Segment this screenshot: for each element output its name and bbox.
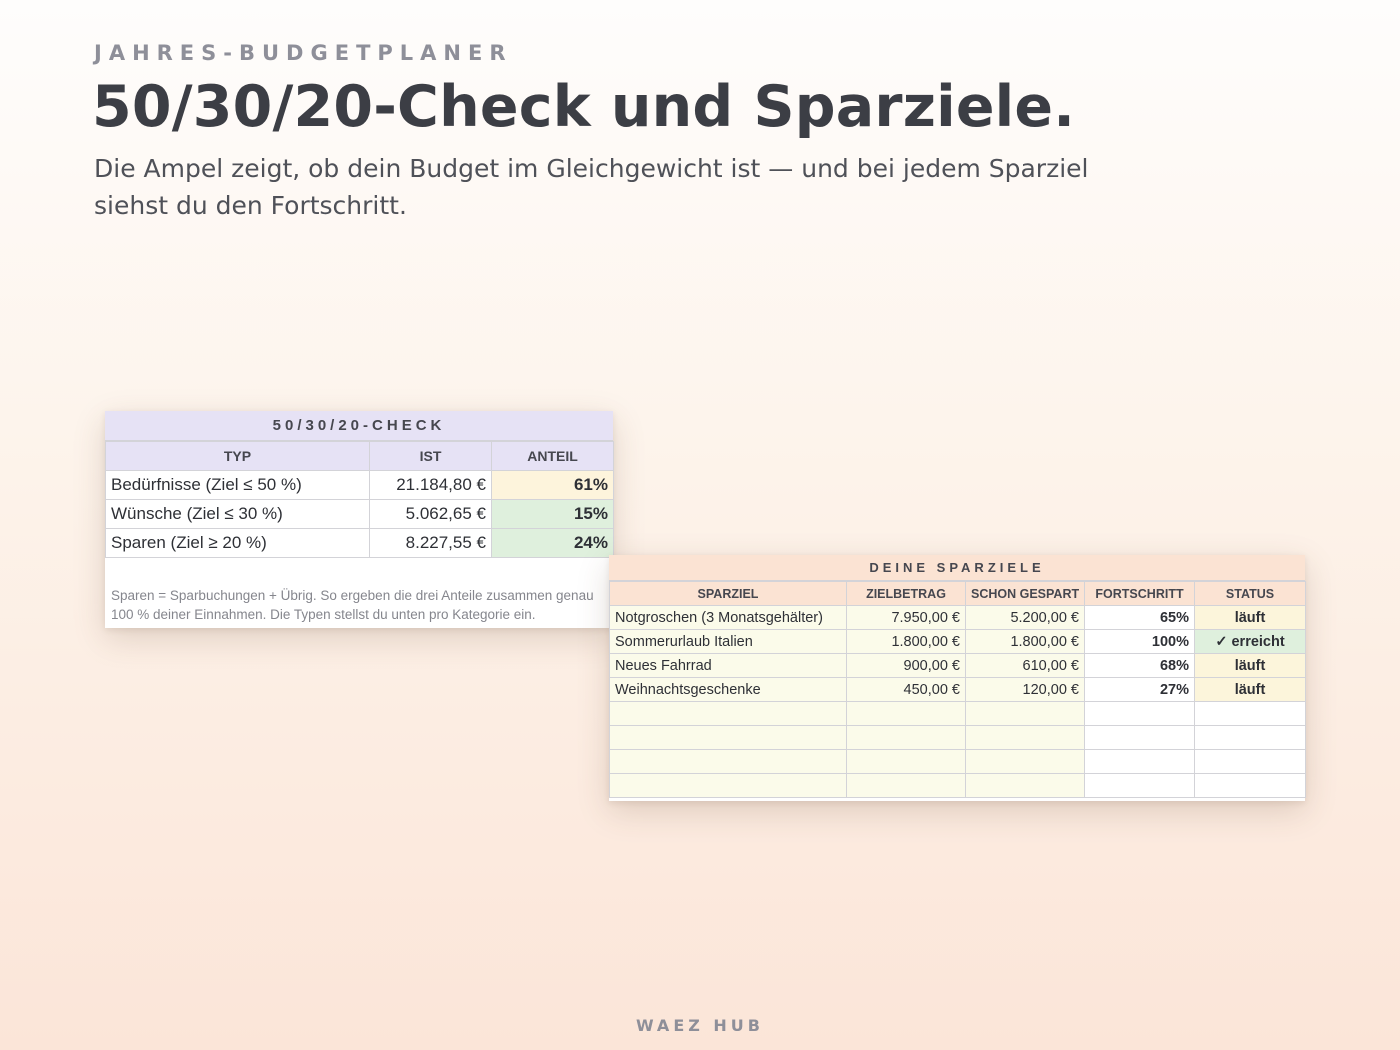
- goal-name-cell[interactable]: [609, 701, 847, 726]
- goal-target-cell[interactable]: 7.950,00 €: [846, 605, 966, 630]
- goals-header-row: SPARZIEL ZIELBETRAG SCHON GESPART FORTSC…: [609, 581, 1306, 606]
- page-title: 50/30/20-Check und Sparziele.: [92, 74, 1076, 140]
- goals-row: Neues Fahrrad 900,00 € 610,00 € 68% läuf…: [609, 653, 1306, 678]
- check-row: Bedürfnisse (Ziel ≤ 50 %) 21.184,80 € 61…: [105, 470, 614, 500]
- check-row: Sparen (Ziel ≥ 20 %) 8.227,55 € 24%: [105, 528, 614, 558]
- goal-progress-cell[interactable]: 65%: [1084, 605, 1195, 630]
- goal-status-badge[interactable]: läuft: [1194, 605, 1306, 630]
- goal-status-cell[interactable]: [1194, 773, 1306, 798]
- goals-empty-row: [609, 701, 1306, 726]
- check-cell-anteil[interactable]: 15%: [491, 499, 614, 529]
- goal-saved-cell[interactable]: 5.200,00 €: [965, 605, 1085, 630]
- goal-saved-cell[interactable]: [965, 749, 1085, 774]
- check-note-line: 100 % deiner Einnahmen. Die Typen stells…: [111, 607, 536, 622]
- check-note-line: Sparen = Sparbuchungen + Übrig. So ergeb…: [111, 588, 594, 603]
- check-row: Wünsche (Ziel ≤ 30 %) 5.062,65 € 15%: [105, 499, 614, 529]
- goals-empty-row: [609, 773, 1306, 798]
- goals-row: Notgroschen (3 Monatsgehälter) 7.950,00 …: [609, 605, 1306, 630]
- goals-col-name: SPARZIEL: [609, 581, 847, 606]
- goal-target-cell[interactable]: 900,00 €: [846, 653, 966, 678]
- check-sheet: 50/30/20-CHECK TYP IST ANTEIL Bedürfniss…: [105, 411, 614, 628]
- goal-target-cell[interactable]: [846, 773, 966, 798]
- check-cell-typ[interactable]: Bedürfnisse (Ziel ≤ 50 %): [105, 470, 370, 500]
- goal-saved-cell[interactable]: [965, 773, 1085, 798]
- goal-status-badge[interactable]: ✓ erreicht: [1194, 629, 1306, 654]
- goal-progress-cell[interactable]: [1084, 725, 1195, 750]
- check-table: TYP IST ANTEIL Bedürfnisse (Ziel ≤ 50 %)…: [105, 441, 614, 558]
- goals-sheet: DEINE SPARZIELE SPARZIEL ZIELBETRAG SCHO…: [609, 555, 1306, 801]
- check-cell-anteil[interactable]: 24%: [491, 528, 614, 558]
- eyebrow: JAHRES-BUDGETPLANER: [94, 41, 513, 65]
- check-col-anteil: ANTEIL: [491, 441, 614, 471]
- goal-name-cell[interactable]: Neues Fahrrad: [609, 653, 847, 678]
- goal-saved-cell[interactable]: 610,00 €: [965, 653, 1085, 678]
- goal-name-cell[interactable]: [609, 749, 847, 774]
- goals-col-target: ZIELBETRAG: [846, 581, 966, 606]
- goal-name-cell[interactable]: Sommerurlaub Italien: [609, 629, 847, 654]
- goals-col-status: STATUS: [1194, 581, 1306, 606]
- goals-empty-row: [609, 749, 1306, 774]
- check-note: Sparen = Sparbuchungen + Übrig. So ergeb…: [105, 586, 613, 624]
- check-cell-anteil[interactable]: 61%: [491, 470, 614, 500]
- goal-progress-cell[interactable]: [1084, 749, 1195, 774]
- goals-empty-row: [609, 725, 1306, 750]
- goal-target-cell[interactable]: [846, 725, 966, 750]
- goals-row: Weihnachtsgeschenke 450,00 € 120,00 € 27…: [609, 677, 1306, 702]
- goal-progress-cell[interactable]: 100%: [1084, 629, 1195, 654]
- goals-col-saved: SCHON GESPART: [965, 581, 1085, 606]
- check-col-typ: TYP: [105, 441, 370, 471]
- goals-table: SPARZIEL ZIELBETRAG SCHON GESPART FORTSC…: [609, 581, 1306, 798]
- goal-status-cell[interactable]: [1194, 701, 1306, 726]
- check-cell-ist[interactable]: 21.184,80 €: [369, 470, 492, 500]
- goals-col-progress: FORTSCHRITT: [1084, 581, 1195, 606]
- goal-status-badge[interactable]: läuft: [1194, 653, 1306, 678]
- check-cell-ist[interactable]: 5.062,65 €: [369, 499, 492, 529]
- check-title: 50/30/20-CHECK: [105, 411, 613, 441]
- check-col-ist: IST: [369, 441, 492, 471]
- goal-progress-cell[interactable]: [1084, 773, 1195, 798]
- goal-status-cell[interactable]: [1194, 725, 1306, 750]
- check-cell-typ[interactable]: Wünsche (Ziel ≤ 30 %): [105, 499, 370, 529]
- goal-progress-cell[interactable]: 68%: [1084, 653, 1195, 678]
- goal-saved-cell[interactable]: 1.800,00 €: [965, 629, 1085, 654]
- goal-target-cell[interactable]: 450,00 €: [846, 677, 966, 702]
- goal-name-cell[interactable]: [609, 725, 847, 750]
- goal-status-cell[interactable]: [1194, 749, 1306, 774]
- goals-row: Sommerurlaub Italien 1.800,00 € 1.800,00…: [609, 629, 1306, 654]
- goal-target-cell[interactable]: [846, 701, 966, 726]
- goal-target-cell[interactable]: 1.800,00 €: [846, 629, 966, 654]
- check-cell-typ[interactable]: Sparen (Ziel ≥ 20 %): [105, 528, 370, 558]
- goal-saved-cell[interactable]: [965, 701, 1085, 726]
- check-cell-ist[interactable]: 8.227,55 €: [369, 528, 492, 558]
- goal-saved-cell[interactable]: [965, 725, 1085, 750]
- goal-name-cell[interactable]: Notgroschen (3 Monatsgehälter): [609, 605, 847, 630]
- goals-title: DEINE SPARZIELE: [609, 555, 1305, 581]
- check-header-row: TYP IST ANTEIL: [105, 441, 614, 471]
- goal-progress-cell[interactable]: 27%: [1084, 677, 1195, 702]
- goal-name-cell[interactable]: [609, 773, 847, 798]
- goal-progress-cell[interactable]: [1084, 701, 1195, 726]
- goal-saved-cell[interactable]: 120,00 €: [965, 677, 1085, 702]
- footer-brand: WAEZ HUB: [636, 1016, 764, 1035]
- page-subtitle: Die Ampel zeigt, ob dein Budget im Gleic…: [94, 154, 1089, 220]
- goal-status-badge[interactable]: läuft: [1194, 677, 1306, 702]
- goal-target-cell[interactable]: [846, 749, 966, 774]
- goal-name-cell[interactable]: Weihnachtsgeschenke: [609, 677, 847, 702]
